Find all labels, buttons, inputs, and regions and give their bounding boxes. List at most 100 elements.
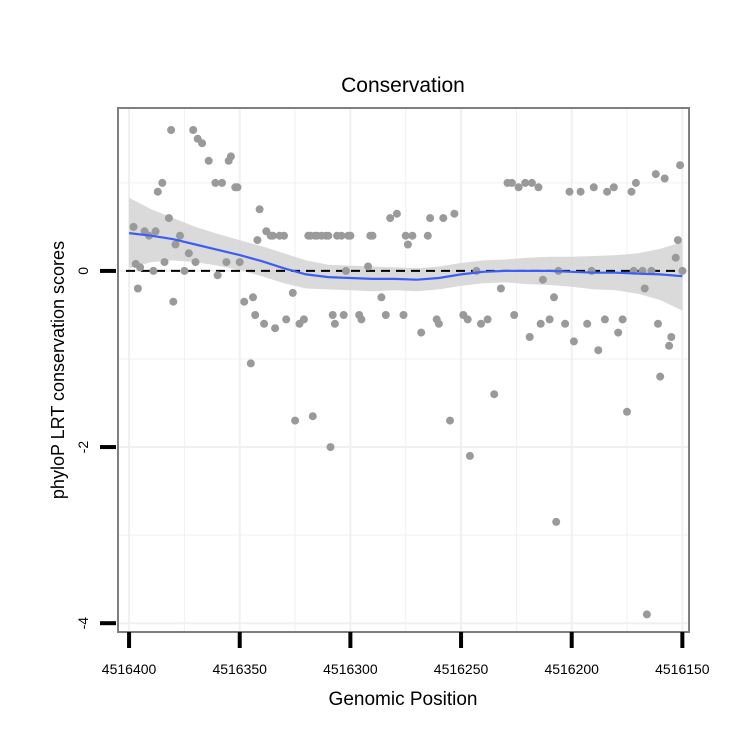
data-point: [392, 209, 401, 218]
data-point: [246, 359, 255, 368]
data-point: [665, 341, 674, 350]
data-point: [151, 227, 160, 236]
data-point: [627, 187, 636, 196]
data-point: [490, 390, 499, 399]
y-tick-label: 0: [75, 267, 91, 275]
data-point: [218, 178, 226, 187]
data-points: [129, 126, 687, 619]
data-point: [357, 315, 366, 324]
data-point: [133, 284, 142, 293]
data-point: [536, 319, 545, 328]
data-point: [439, 214, 448, 223]
data-point: [153, 187, 162, 196]
data-point: [423, 231, 432, 240]
data-point: [324, 231, 333, 240]
data-point: [527, 178, 536, 187]
data-point: [642, 610, 651, 619]
smooth-line: [128, 232, 683, 281]
data-point: [614, 328, 623, 337]
data-point: [408, 231, 417, 240]
data-point: [222, 258, 231, 267]
panel-border: [117, 107, 690, 633]
data-point: [271, 324, 280, 333]
data-point: [189, 126, 198, 134]
y-axis: 0 -2 -4: [75, 267, 116, 630]
data-point: [565, 187, 574, 196]
data-point: [235, 258, 244, 267]
data-point: [226, 152, 235, 161]
data-point: [401, 231, 410, 240]
y-axis-label: phyloP LRT conservation scores: [48, 241, 68, 499]
data-point: [167, 126, 176, 134]
data-point: [545, 315, 554, 324]
data-point: [656, 372, 665, 381]
data-point: [299, 315, 308, 324]
data-point: [569, 337, 578, 346]
data-point: [550, 293, 558, 302]
data-point: [213, 271, 222, 280]
data-point: [342, 266, 350, 275]
data-point: [600, 315, 609, 324]
data-point: [552, 517, 561, 526]
data-point: [164, 214, 173, 223]
data-point: [525, 333, 534, 341]
data-point: [510, 311, 519, 319]
data-point: [676, 161, 685, 170]
data-point: [136, 263, 145, 272]
data-point: [459, 311, 468, 319]
data-point: [328, 311, 337, 319]
data-point: [198, 139, 207, 148]
data-point: [260, 319, 269, 328]
data-point: [129, 222, 138, 231]
x-tick-label: 4516350: [212, 661, 267, 677]
data-point: [255, 205, 264, 214]
data-point: [337, 231, 346, 240]
data-point: [477, 319, 485, 328]
data-point: [432, 315, 441, 324]
data-point: [534, 183, 543, 192]
data-point: [240, 297, 249, 306]
data-point: [149, 266, 158, 275]
data-point: [609, 183, 618, 192]
data-point: [589, 183, 598, 192]
data-point: [651, 170, 660, 179]
data-point: [667, 333, 676, 341]
data-point: [280, 231, 288, 240]
data-point: [191, 258, 200, 267]
data-point: [603, 187, 612, 196]
data-point: [268, 231, 277, 240]
data-point: [377, 293, 386, 302]
data-point: [288, 288, 297, 297]
x-axis-label: Genomic Position: [329, 689, 478, 710]
data-point: [291, 416, 300, 425]
data-point: [496, 284, 505, 293]
x-tick-label: 4516200: [544, 661, 599, 677]
y-tick-label: -4: [75, 617, 91, 630]
x-axis: 4516400 4516350 4516300 4516250 4516200 45161…: [102, 632, 710, 677]
data-point: [446, 416, 454, 425]
data-point: [618, 315, 627, 324]
data-point: [654, 319, 662, 328]
data-point: [330, 319, 339, 328]
data-point: [640, 284, 649, 293]
data-point: [671, 253, 680, 262]
data-point: [176, 231, 184, 240]
data-point: [514, 183, 523, 192]
data-point: [673, 236, 682, 245]
data-point: [180, 266, 189, 275]
data-point: [386, 214, 395, 223]
data-point: [450, 209, 459, 218]
data-point: [171, 240, 180, 249]
data-point: [403, 240, 412, 249]
loess-fit-line: [128, 232, 683, 281]
data-point: [253, 236, 262, 245]
data-point: [631, 178, 640, 187]
data-point: [538, 275, 547, 284]
data-point: [160, 258, 169, 267]
data-point: [576, 187, 585, 196]
data-point: [169, 297, 178, 306]
data-point: [346, 231, 355, 240]
data-point: [417, 328, 426, 337]
x-tick-label: 4516150: [655, 661, 710, 677]
